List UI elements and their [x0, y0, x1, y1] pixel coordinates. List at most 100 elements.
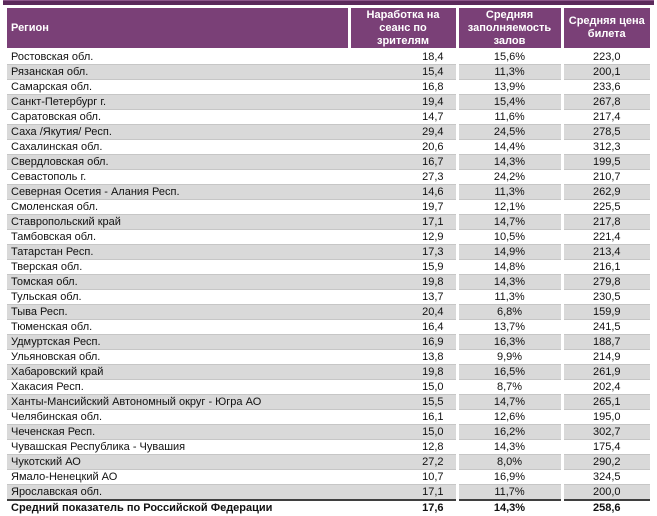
- per-session-cell: 16,9: [349, 334, 457, 350]
- table-row: Ставропольский край 17,1 14,7% 217,8: [7, 214, 650, 230]
- occupancy-cell: 16,9%: [455, 469, 562, 485]
- region-cell: Тульская обл.: [11, 291, 82, 303]
- occupancy-cell: 24,5%: [455, 124, 562, 140]
- per-session-cell: 10,7: [422, 471, 444, 483]
- per-session-cell: 14,7: [422, 111, 444, 123]
- per-session-cell: 13,8: [422, 351, 444, 363]
- occupancy-cell: 10,5%: [455, 229, 562, 245]
- table-row: Татарстан Респ. 17,3 14,9% 213,4: [7, 244, 650, 260]
- region-cell: Ставропольский край: [7, 214, 349, 230]
- per-session-cell: 16,4: [422, 321, 444, 333]
- occupancy-cell: 11,3%: [455, 64, 562, 80]
- occupancy-cell: 11,6%: [455, 109, 562, 125]
- table-row: Севастополь г. 27,3 24,2% 210,7: [7, 169, 650, 185]
- occupancy-cell: 13,7%: [455, 319, 562, 335]
- price-cell: 202,4: [560, 379, 650, 395]
- price-cell: 210,7: [560, 169, 650, 185]
- region-cell: Смоленская обл.: [11, 201, 99, 213]
- region-cell: Севастополь г.: [11, 171, 87, 183]
- per-session-cell: 15,4: [349, 64, 457, 80]
- occupancy-cell: 8,0%: [455, 454, 562, 470]
- region-cell: Сахалинская обл.: [11, 141, 103, 153]
- per-session-cell: 13,7: [422, 291, 444, 303]
- total-per-session-value: 17,6: [349, 500, 457, 515]
- per-session-cell: 17,3: [349, 244, 457, 260]
- region-cell: Тамбовская обл.: [11, 231, 97, 243]
- occupancy-cell: 14,3%: [455, 439, 562, 455]
- region-cell: Чеченская Респ.: [7, 424, 349, 440]
- per-session-cell: 16,8: [422, 81, 444, 93]
- occupancy-cell: 8,7%: [455, 379, 562, 395]
- per-session-cell: 20,4: [349, 304, 457, 320]
- price-cell: 213,4: [560, 244, 650, 260]
- region-cell: Рязанская обл.: [7, 64, 349, 80]
- occupancy-cell: 15,6%: [455, 49, 562, 65]
- table-row: Ростовская обл. 18,4 15,6% 223,0: [7, 49, 650, 65]
- occupancy-cell: 24,2%: [455, 169, 562, 185]
- per-session-cell: 20,6: [422, 141, 444, 153]
- regions-statistics-table: Регион Наработка на сеанс по зрителям Ср…: [7, 8, 650, 515]
- region-cell: Самарская обл.: [11, 81, 93, 93]
- price-cell: 290,2: [560, 454, 650, 470]
- price-cell: 267,8: [560, 94, 650, 110]
- price-cell: 265,1: [560, 394, 650, 410]
- table-row: Тюменская обл. 16,4 13,7% 241,5: [7, 319, 650, 335]
- occupancy-cell: 11,3%: [455, 289, 562, 305]
- per-session-cell: 19,8: [349, 364, 457, 380]
- price-cell: 195,0: [560, 409, 650, 425]
- region-cell: Хакасия Респ.: [11, 381, 84, 393]
- region-cell: Ханты-Мансийский Автономный округ - Югра…: [7, 394, 349, 410]
- price-cell: 223,0: [560, 49, 650, 65]
- region-cell: Хабаровский край: [7, 364, 349, 380]
- per-session-cell: 18,4: [422, 51, 444, 63]
- table-row: Хабаровский край 19,8 16,5% 261,9: [7, 364, 650, 380]
- column-header-region: Регион: [7, 8, 349, 50]
- table-row: Рязанская обл. 15,4 11,3% 200,1: [7, 64, 650, 80]
- table-row: Свердловская обл. 16,7 14,3% 199,5: [7, 154, 650, 170]
- table-row: Челябинская обл. 16,1 12,6% 195,0: [7, 409, 650, 425]
- region-cell: Тверская обл.: [11, 261, 83, 273]
- occupancy-cell: 14,3%: [455, 274, 562, 290]
- table-row: Саха /Якутия/ Респ. 29,4 24,5% 278,5: [7, 124, 650, 140]
- table-row: Ярославская обл. 17,1 11,7% 200,0: [7, 484, 650, 500]
- top-accent-bar: [3, 0, 654, 5]
- price-cell: 214,9: [560, 349, 650, 365]
- table-row: Самарская обл. 16,8 13,9% 233,6: [7, 79, 650, 95]
- per-session-cell: 14,6: [349, 184, 457, 200]
- price-cell: 262,9: [560, 184, 650, 200]
- occupancy-cell: 11,3%: [455, 184, 562, 200]
- per-session-cell: 15,0: [349, 424, 457, 440]
- table-row: Северная Осетия - Алания Респ. 14,6 11,3…: [7, 184, 650, 200]
- per-session-cell: 16,1: [422, 411, 444, 423]
- table-row: Чеченская Респ. 15,0 16,2% 302,7: [7, 424, 650, 440]
- price-cell: 217,8: [560, 214, 650, 230]
- header-row: Регион Наработка на сеанс по зрителям Ср…: [7, 8, 650, 50]
- total-row-label: Средний показатель по Российской Федерац…: [7, 500, 349, 515]
- region-cell: Ярославская обл.: [7, 484, 349, 500]
- price-cell: 216,1: [560, 259, 650, 275]
- region-cell: Тюменская обл.: [11, 321, 93, 333]
- per-session-cell: 15,0: [422, 381, 444, 393]
- price-cell: 159,9: [560, 304, 650, 320]
- table-row: Ямало-Ненецкий АО 10,7 16,9% 324,5: [7, 469, 650, 485]
- occupancy-cell: 16,5%: [455, 364, 562, 380]
- occupancy-cell: 16,2%: [455, 424, 562, 440]
- price-cell: 188,7: [560, 334, 650, 350]
- price-cell: 279,8: [560, 274, 650, 290]
- occupancy-cell: 16,3%: [455, 334, 562, 350]
- price-cell: 200,0: [560, 484, 650, 500]
- occupancy-cell: 14,3%: [455, 154, 562, 170]
- table-row: Чувашская Республика - Чувашия 12,8 14,3…: [7, 439, 650, 455]
- region-cell: Ростовская обл.: [11, 51, 94, 63]
- region-cell: Чукотский АО: [7, 454, 349, 470]
- occupancy-cell: 6,8%: [455, 304, 562, 320]
- table-row: Томская обл. 19,8 14,3% 279,8: [7, 274, 650, 290]
- price-cell: 221,4: [560, 229, 650, 245]
- occupancy-cell: 14,4%: [455, 139, 562, 155]
- region-cell: Удмуртская Респ.: [7, 334, 349, 350]
- table-body: Ростовская обл. 18,4 15,6% 223,0 Рязанск…: [7, 49, 650, 500]
- occupancy-cell: 14,7%: [455, 394, 562, 410]
- region-cell: Ямало-Ненецкий АО: [11, 471, 118, 483]
- table-row: Удмуртская Респ. 16,9 16,3% 188,7: [7, 334, 650, 350]
- region-cell: Челябинская обл.: [11, 411, 103, 423]
